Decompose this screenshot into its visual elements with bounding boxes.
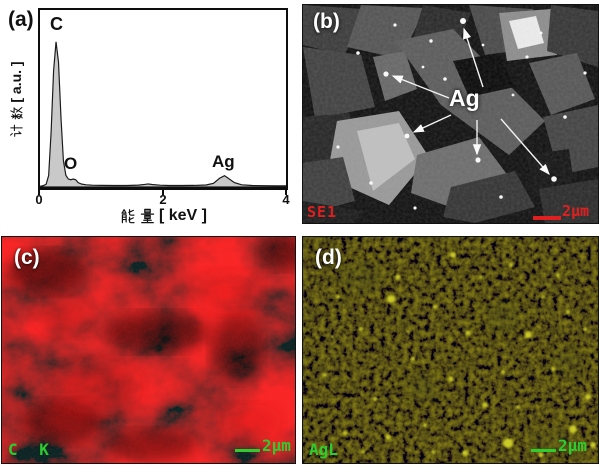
silver-dots bbox=[319, 252, 596, 458]
spectrum-svg bbox=[40, 41, 286, 187]
ag-particles bbox=[336, 18, 587, 210]
scale-bar-d-label: 2μm bbox=[558, 436, 587, 455]
sem-image bbox=[303, 5, 598, 223]
scale-bar-d bbox=[531, 449, 556, 452]
panel-b-sem-image: (b) Ag SE1 2μm bbox=[303, 5, 598, 223]
x-axis-unit: [ keV ] bbox=[158, 207, 207, 224]
ag-arrows bbox=[391, 27, 550, 176]
x-tick-label-2: 2 bbox=[159, 192, 167, 207]
x-axis-label: [ keV ] bbox=[38, 207, 288, 225]
panel-d-tag: (d) bbox=[315, 246, 342, 269]
x-tick-label-4: 4 bbox=[282, 192, 290, 207]
panel-b-tag: (b) bbox=[313, 10, 340, 33]
panel-a-tag: (a) bbox=[8, 8, 34, 31]
detector-label: SE1 bbox=[307, 203, 338, 221]
y-axis-unit: [ a.u. ] bbox=[8, 61, 24, 103]
scale-bar-b bbox=[533, 216, 561, 220]
spectrum-curve bbox=[40, 41, 286, 187]
peak-label-c: C bbox=[50, 14, 63, 34]
scale-bar-b-label: 2μm bbox=[562, 202, 590, 220]
panel-c-tag: (c) bbox=[14, 246, 40, 269]
x-tick-mark-2 bbox=[162, 190, 164, 195]
element-label-agl: AgL bbox=[309, 440, 338, 459]
peak-label-ag: Ag bbox=[212, 152, 235, 171]
x-tick-mark-0 bbox=[38, 190, 40, 195]
carbon-map-image bbox=[2, 237, 295, 463]
element-label-ck: C K bbox=[8, 440, 55, 459]
panel-d-silver-map: (d) AgL 2μm bbox=[303, 237, 598, 463]
silver-map-image bbox=[303, 237, 598, 463]
x-tick-label-0: 0 bbox=[35, 192, 43, 207]
cjk-glyph-liang bbox=[140, 208, 155, 223]
x-tick-mark-4 bbox=[285, 190, 287, 195]
scale-bar-c-label: 2μm bbox=[262, 436, 291, 455]
cjk-glyph-neng bbox=[121, 208, 135, 223]
ag-annotation-label: Ag bbox=[449, 85, 480, 111]
y-axis-label: [ a.u. ] bbox=[6, 34, 26, 166]
cjk-glyph-ji bbox=[9, 124, 23, 137]
silver-haze bbox=[341, 263, 581, 454]
spectrum-plot: C O Ag bbox=[38, 8, 288, 190]
peak-label-o: O bbox=[64, 154, 78, 173]
scale-bar-c bbox=[235, 449, 260, 452]
cjk-glyph-shu bbox=[9, 106, 23, 120]
panel-c-carbon-map: (c) C K 2μm bbox=[2, 237, 295, 463]
panel-a-eds-spectrum: (a) [ a.u. ] C O Ag 0 2 4 bbox=[0, 0, 300, 232]
